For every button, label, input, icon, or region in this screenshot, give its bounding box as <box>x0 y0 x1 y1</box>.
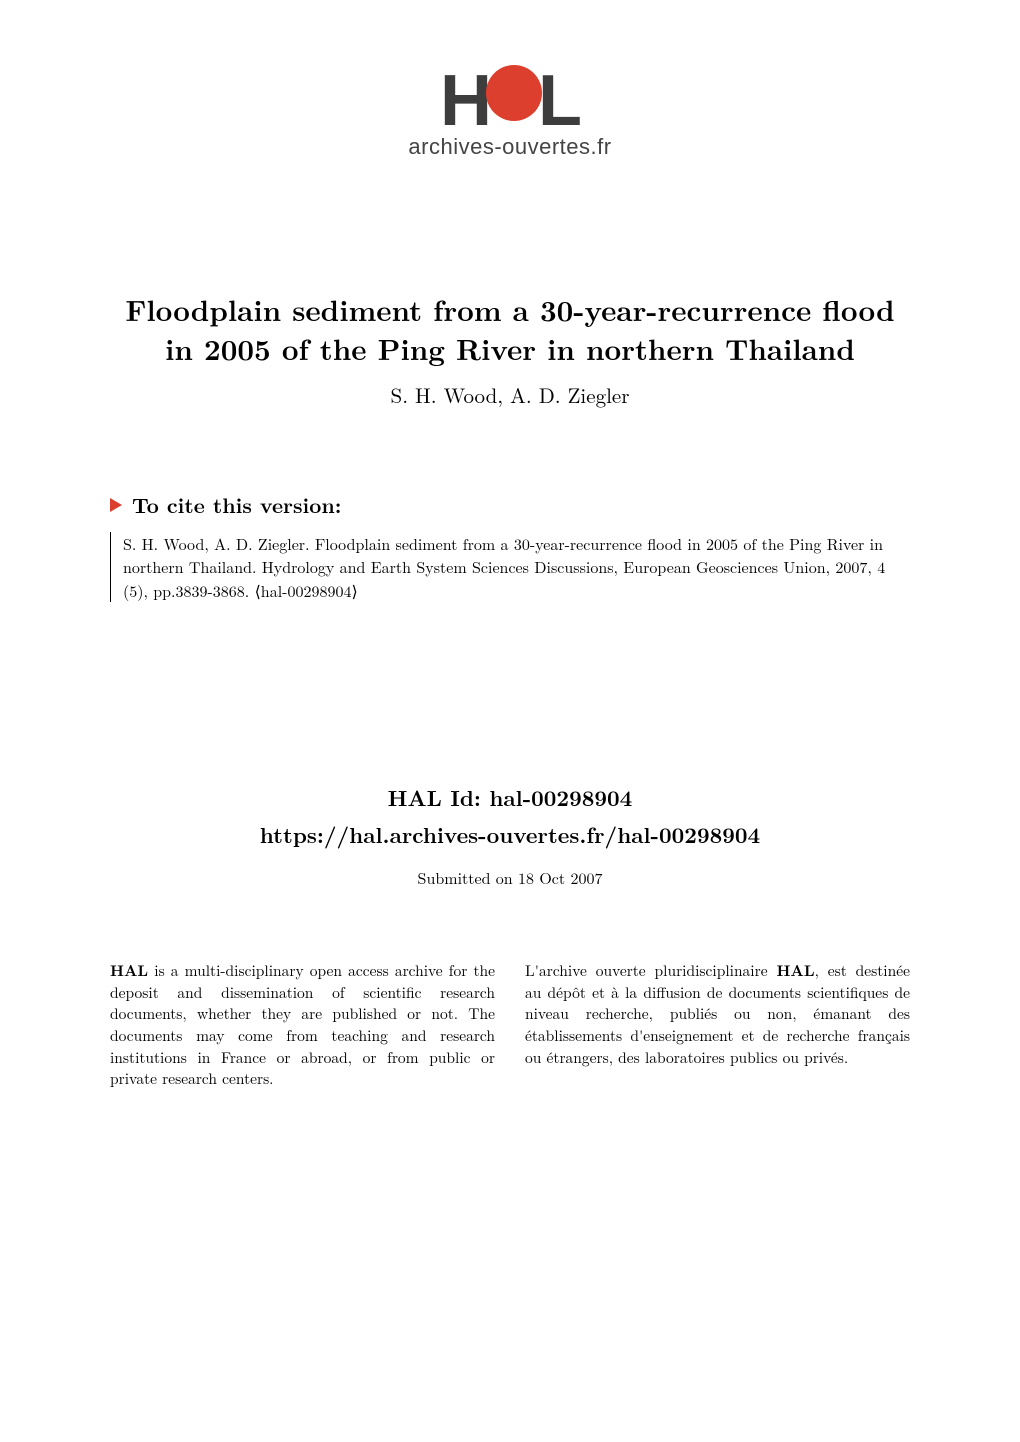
desc-left-text: is a multi-disciplinary open access arch… <box>110 960 495 1089</box>
cite-heading: To cite this version: <box>110 490 910 520</box>
hal-url: https://hal.archives-ouvertes.fr/hal-002… <box>110 819 910 850</box>
logo-sun-icon <box>486 65 542 121</box>
citation-block: S. H. Wood, A. D. Ziegler. Floodplain se… <box>110 532 910 602</box>
hal-bold-right: HAL <box>776 958 814 981</box>
page-content: Floodplain sediment from a 30-year-recur… <box>0 290 1020 1090</box>
submitted-date: Submitted on 18 Oct 2007 <box>110 866 910 889</box>
desc-right-start: L'archive ouverte pluridisciplinaire <box>525 960 776 981</box>
hal-id: HAL Id: hal-00298904 <box>110 782 910 813</box>
logo-subtitle: archives-ouvertes.fr <box>408 134 611 160</box>
hal-bold-left: HAL <box>110 958 148 981</box>
hal-logo: H L archives-ouvertes.fr <box>408 60 611 160</box>
hal-logo-section: H L archives-ouvertes.fr <box>0 0 1020 200</box>
description-columns: HAL is a multi-disciplinary open access … <box>110 959 910 1090</box>
logo-letter-l: L <box>538 60 580 142</box>
hal-logo-top: H L <box>408 60 611 142</box>
authors-line: S. H. Wood, A. D. Ziegler <box>110 380 910 410</box>
description-right: L'archive ouverte pluridisciplinaire HAL… <box>525 959 910 1090</box>
description-left: HAL is a multi-disciplinary open access … <box>110 959 495 1090</box>
cite-heading-text: To cite this version: <box>132 490 341 520</box>
triangle-icon <box>110 498 122 512</box>
logo-letter-h: H <box>440 60 490 142</box>
paper-title: Floodplain sediment from a 30-year-recur… <box>110 290 910 368</box>
